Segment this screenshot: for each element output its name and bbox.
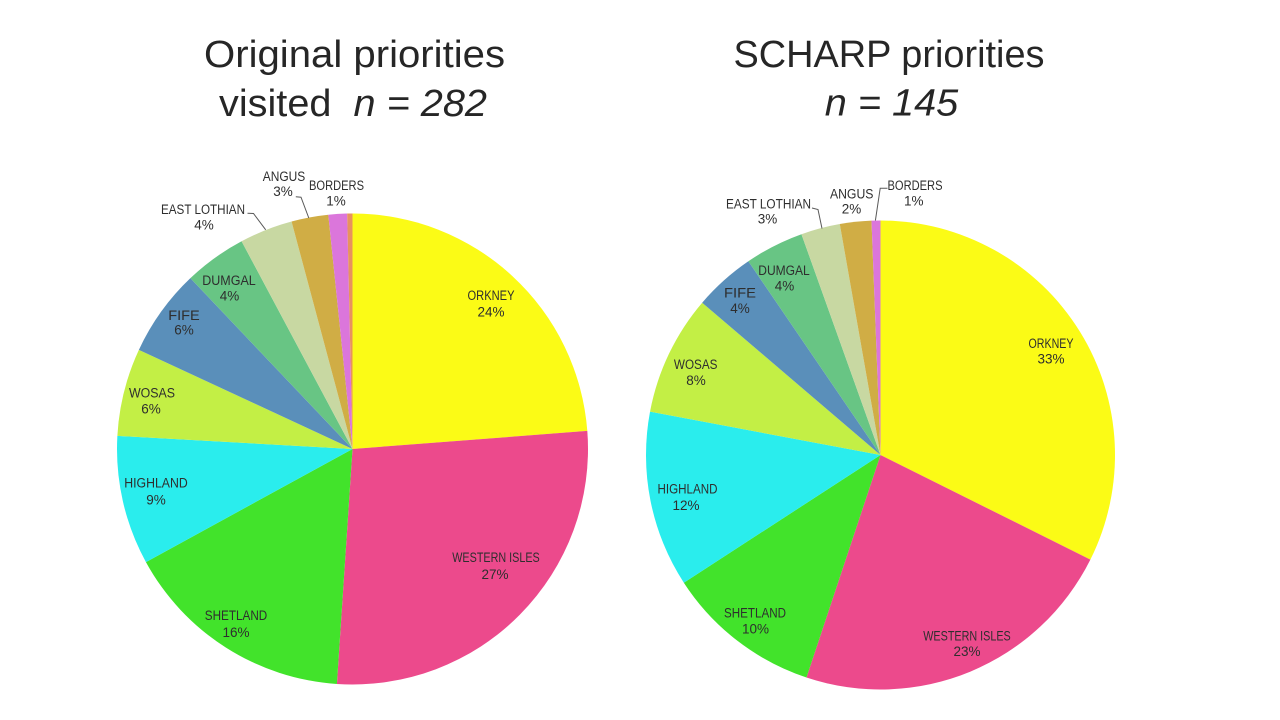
svg-text:1%: 1% bbox=[904, 194, 924, 209]
svg-text:ANGUS: ANGUS bbox=[830, 186, 874, 201]
svg-text:3%: 3% bbox=[758, 212, 778, 227]
svg-text:SCHARP priorities: SCHARP priorities bbox=[734, 34, 1045, 76]
svg-text:27%: 27% bbox=[481, 567, 508, 582]
svg-text:n = 145: n = 145 bbox=[825, 83, 959, 125]
svg-text:Original priorities: Original priorities bbox=[204, 34, 505, 76]
svg-text:16%: 16% bbox=[222, 625, 249, 640]
svg-text:2%: 2% bbox=[842, 202, 862, 217]
svg-text:1%: 1% bbox=[326, 193, 346, 208]
svg-text:23%: 23% bbox=[953, 644, 980, 659]
svg-text:ORKNEY: ORKNEY bbox=[1029, 336, 1074, 351]
svg-text:EAST LOTHIAN: EAST LOTHIAN bbox=[161, 202, 245, 217]
svg-text:12%: 12% bbox=[672, 498, 699, 513]
svg-text:9%: 9% bbox=[146, 492, 166, 507]
svg-text:FIFE: FIFE bbox=[724, 285, 756, 300]
svg-text:24%: 24% bbox=[477, 304, 504, 319]
svg-text:6%: 6% bbox=[174, 322, 194, 337]
svg-text:BORDERS: BORDERS bbox=[888, 178, 943, 193]
svg-text:visited n = 282: visited n = 282 bbox=[219, 83, 487, 125]
svg-text:4%: 4% bbox=[220, 288, 240, 303]
svg-text:3%: 3% bbox=[273, 184, 293, 199]
svg-text:EAST LOTHIAN: EAST LOTHIAN bbox=[726, 196, 811, 211]
svg-text:ORKNEY: ORKNEY bbox=[468, 288, 515, 303]
svg-text:DUMGAL: DUMGAL bbox=[758, 263, 810, 278]
svg-text:HIGHLAND: HIGHLAND bbox=[658, 481, 718, 496]
svg-text:4%: 4% bbox=[730, 301, 750, 316]
svg-text:FIFE: FIFE bbox=[168, 308, 200, 323]
svg-text:10%: 10% bbox=[742, 621, 769, 636]
svg-text:WESTERN ISLES: WESTERN ISLES bbox=[923, 628, 1011, 643]
svg-text:33%: 33% bbox=[1037, 351, 1064, 366]
svg-text:ANGUS: ANGUS bbox=[263, 169, 306, 184]
svg-text:WESTERN ISLES: WESTERN ISLES bbox=[452, 550, 540, 565]
svg-text:HIGHLAND: HIGHLAND bbox=[124, 475, 188, 490]
svg-text:BORDERS: BORDERS bbox=[309, 178, 364, 193]
svg-text:4%: 4% bbox=[775, 279, 795, 294]
svg-text:DUMGAL: DUMGAL bbox=[202, 273, 256, 288]
svg-text:4%: 4% bbox=[194, 217, 214, 232]
svg-text:8%: 8% bbox=[686, 373, 706, 388]
svg-text:WOSAS: WOSAS bbox=[129, 385, 175, 400]
svg-text:6%: 6% bbox=[141, 401, 161, 416]
svg-text:SHETLAND: SHETLAND bbox=[205, 608, 268, 623]
svg-text:SHETLAND: SHETLAND bbox=[724, 605, 786, 620]
svg-text:WOSAS: WOSAS bbox=[674, 357, 718, 372]
